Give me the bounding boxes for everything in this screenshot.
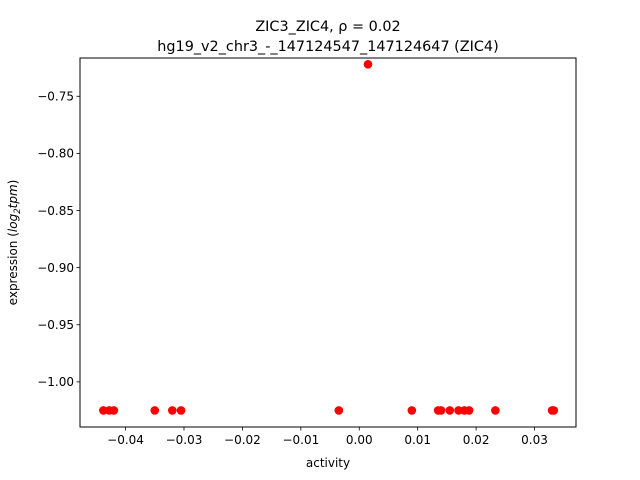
y-axis-label-tpm: tpm xyxy=(6,184,20,208)
data-point xyxy=(168,406,177,415)
x-axis: −0.04 −0.03 −0.02 −0.01 0.00 0.01 0.02 0.03 xyxy=(107,427,548,447)
y-axis-label: expression (log2tpm) xyxy=(6,180,23,306)
data-points xyxy=(99,59,559,415)
x-tick-label: 0.02 xyxy=(463,433,490,447)
data-point xyxy=(464,406,474,415)
data-point xyxy=(491,406,500,415)
data-point xyxy=(150,406,160,415)
y-axis-label-log: log xyxy=(6,213,20,232)
data-point xyxy=(445,406,455,415)
data-point xyxy=(436,406,446,415)
y-axis-label-sub: 2 xyxy=(13,208,23,213)
y-tick-label: −0.95 xyxy=(37,318,74,332)
x-axis-label: activity xyxy=(306,456,350,470)
chart-title-line2: hg19_v2_chr3_-_147124547_147124647 (ZIC4… xyxy=(157,39,498,55)
data-point xyxy=(407,406,417,415)
data-point xyxy=(109,406,119,415)
data-point xyxy=(176,406,186,415)
y-tick-label: −0.90 xyxy=(37,261,74,275)
y-axis: −1.00 −0.95 −0.90 −0.85 −0.80 −0.75 xyxy=(37,90,80,389)
data-point xyxy=(363,59,373,69)
x-tick-label: −0.04 xyxy=(107,433,144,447)
x-tick-label: 0.00 xyxy=(346,433,373,447)
data-point xyxy=(334,406,344,415)
y-axis-label-prefix: expression ( xyxy=(6,232,20,305)
x-tick-label: 0.01 xyxy=(404,433,431,447)
x-tick-label: −0.01 xyxy=(282,433,319,447)
y-tick-label: −0.85 xyxy=(37,204,74,218)
data-point xyxy=(549,406,559,415)
y-axis-label-close: ) xyxy=(6,180,20,185)
y-tick-label: −1.00 xyxy=(37,375,74,389)
y-tick-label: −0.80 xyxy=(37,147,74,161)
x-tick-label: 0.03 xyxy=(521,433,548,447)
x-tick-label: −0.02 xyxy=(224,433,261,447)
chart-title-line1: ZIC3_ZIC4, ρ = 0.02 xyxy=(255,19,400,35)
x-tick-label: −0.03 xyxy=(166,433,203,447)
plot-frame xyxy=(79,57,577,428)
y-tick-label: −0.75 xyxy=(37,90,74,104)
